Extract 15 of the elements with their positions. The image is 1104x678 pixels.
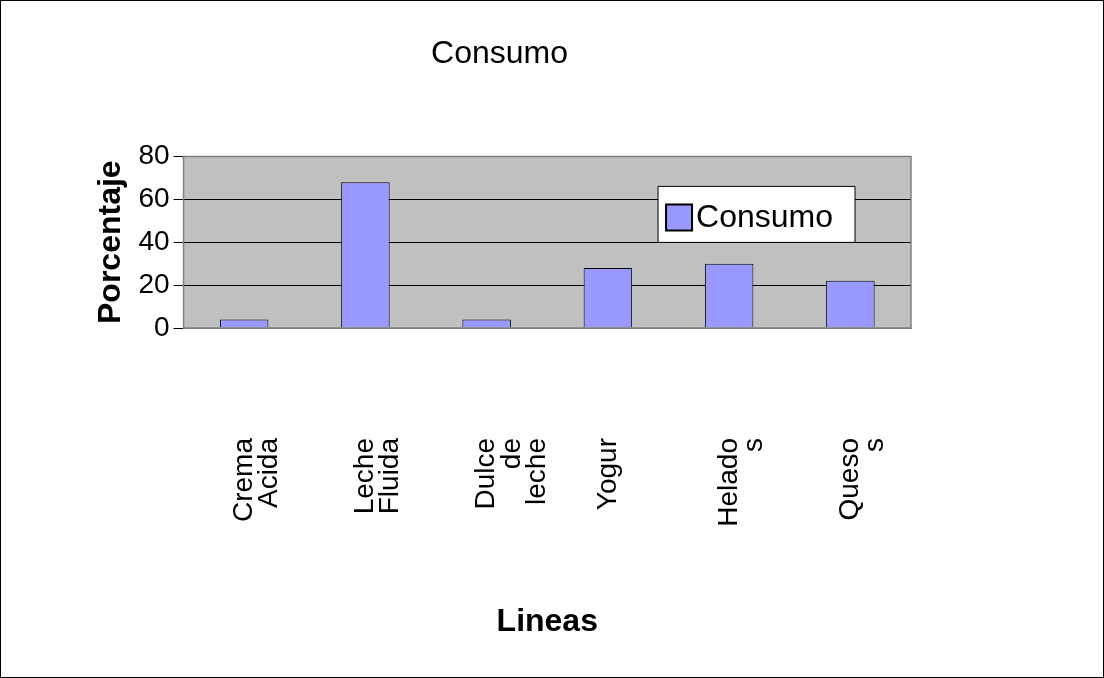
x-tick-label: Leche Fluida	[348, 437, 405, 515]
y-tick-label: 80	[138, 139, 170, 171]
x-tick-label: Queso s	[833, 438, 890, 521]
x-tick-label: Dulce de leche	[469, 438, 551, 510]
x-tick-label: Crema Acida	[226, 437, 284, 523]
y-axis-title: Porcentaje	[91, 160, 128, 325]
legend-label: Consumo	[696, 198, 833, 235]
y-tick-label: 0	[153, 310, 170, 342]
y-tick-label: 20	[138, 267, 170, 299]
x-axis-title: Lineas	[496, 601, 598, 638]
y-tick-label: 60	[138, 182, 170, 214]
y-tick-label: 40	[138, 224, 170, 256]
x-tick-label: Helado s	[711, 438, 769, 527]
chart-title: Consumo	[431, 34, 568, 71]
x-tick-label: Yogur	[590, 438, 622, 511]
